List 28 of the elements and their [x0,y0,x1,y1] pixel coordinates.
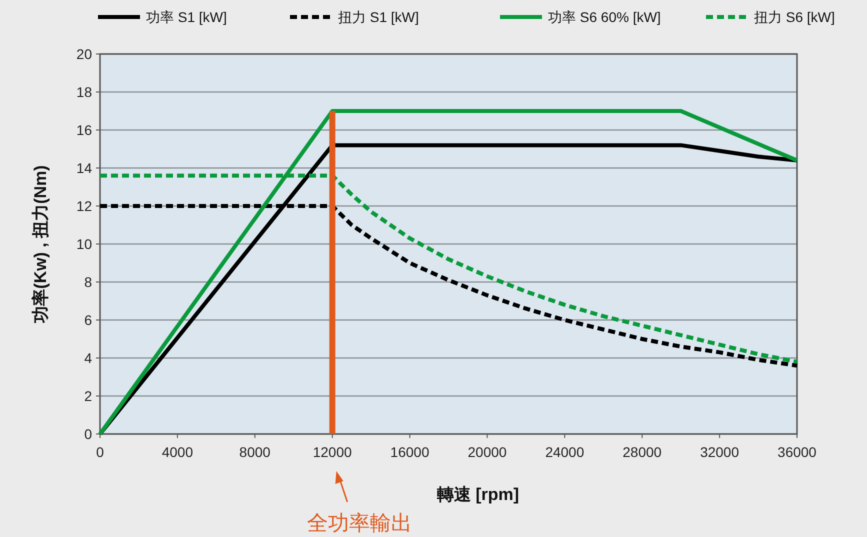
y-tick-label: 14 [76,160,92,176]
legend-label: 功率 S6 60% [kW] [548,9,661,25]
x-tick-label: 36000 [778,444,817,460]
x-tick-label: 0 [96,444,104,460]
x-axis-title: 轉速 [rpm] [436,485,520,504]
y-tick-label: 2 [84,388,92,404]
x-tick-label: 4000 [162,444,194,460]
x-tick-label: 32000 [700,444,740,460]
y-tick-label: 18 [76,84,92,100]
y-tick-label: 6 [84,312,92,328]
legend-label: 功率 S1 [kW] [146,9,227,25]
x-tick-label: 12000 [312,444,352,460]
legend-label: 扭力 S1 [kW] [338,9,419,25]
legend-label: 扭力 S6 [kW] [754,9,835,25]
x-tick-label: 28000 [622,444,662,460]
x-tick-label: 20000 [468,444,507,460]
x-tick-label: 8000 [239,444,271,460]
ref-line-label: 全功率輸出 [306,512,412,535]
y-tick-label: 4 [84,350,92,366]
y-tick-label: 16 [76,122,92,138]
y-tick-label: 8 [84,274,92,290]
y-tick-label: 0 [84,426,92,442]
x-tick-label: 24000 [545,444,584,460]
y-tick-label: 20 [76,46,92,62]
y-tick-label: 10 [76,236,92,252]
y-tick-label: 12 [76,198,92,214]
x-tick-label: 16000 [390,444,430,460]
y-axis-title: 功率(Kw) , 扭力(Nm) [31,165,50,324]
